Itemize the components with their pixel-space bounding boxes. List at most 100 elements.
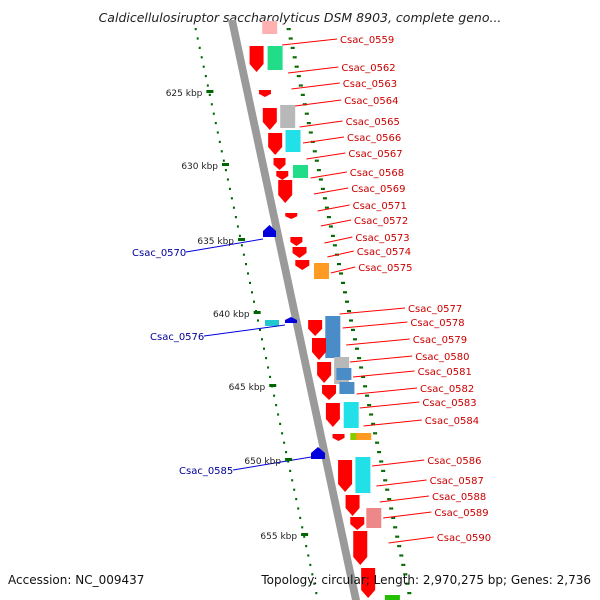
forward-gene-arrow[interactable] bbox=[292, 247, 307, 258]
forward-gene-arrow[interactable] bbox=[338, 460, 353, 492]
forward-gene-label[interactable]: Csac_0569 bbox=[351, 184, 405, 195]
tick-dot bbox=[302, 93, 305, 96]
forward-gene-label[interactable]: Csac_0577 bbox=[408, 304, 462, 315]
forward-gene-arrow[interactable] bbox=[273, 158, 286, 170]
forward-gene-label[interactable]: Csac_0581 bbox=[418, 367, 472, 378]
forward-gene-arrow[interactable] bbox=[268, 133, 283, 155]
reverse-gene-arrow[interactable] bbox=[311, 447, 325, 459]
forward-gene-arrow[interactable] bbox=[290, 237, 303, 246]
forward-gene-arrow[interactable] bbox=[276, 171, 289, 180]
feature-box[interactable] bbox=[325, 316, 341, 358]
reverse-gene-arrow[interactable] bbox=[285, 317, 297, 323]
forward-gene-label[interactable]: Csac_0578 bbox=[410, 318, 464, 329]
forward-gene-label[interactable]: Csac_0579 bbox=[413, 335, 467, 346]
forward-gene-label[interactable]: Csac_0568 bbox=[350, 168, 404, 179]
forward-gene-label[interactable]: Csac_0587 bbox=[430, 476, 484, 487]
feature-box[interactable] bbox=[343, 402, 359, 428]
forward-gene-label[interactable]: Csac_0574 bbox=[357, 247, 411, 258]
feature-box[interactable] bbox=[355, 457, 371, 493]
forward-gene-arrow[interactable] bbox=[350, 517, 365, 530]
forward-gene-arrow[interactable] bbox=[345, 495, 360, 516]
forward-gene-label[interactable]: Csac_0583 bbox=[422, 398, 476, 409]
tick-dot bbox=[399, 545, 402, 548]
forward-gene-label[interactable]: Csac_0567 bbox=[348, 149, 402, 160]
feature-box[interactable] bbox=[339, 382, 355, 394]
tick-dot bbox=[315, 592, 318, 595]
tick-dot bbox=[363, 375, 366, 378]
tick-dot bbox=[291, 479, 294, 482]
forward-gene-label[interactable]: Csac_0584 bbox=[425, 416, 479, 427]
tick-dot bbox=[290, 46, 293, 49]
forward-gene-label[interactable]: Csac_0588 bbox=[432, 492, 486, 503]
label-leader-line bbox=[282, 38, 338, 46]
forward-gene-arrow[interactable] bbox=[317, 362, 332, 383]
feature-box[interactable] bbox=[285, 130, 301, 152]
tick-dot bbox=[393, 516, 396, 519]
tick-dot bbox=[326, 216, 329, 219]
feature-box[interactable] bbox=[356, 433, 372, 440]
tick-dot bbox=[293, 488, 296, 491]
feature-box[interactable] bbox=[384, 595, 400, 600]
accession-text: Accession: NC_009437 bbox=[8, 573, 145, 587]
forward-gene-arrow[interactable] bbox=[322, 385, 337, 400]
feature-box[interactable] bbox=[267, 46, 283, 70]
feature-box[interactable] bbox=[293, 165, 308, 178]
forward-gene-arrow[interactable] bbox=[308, 320, 323, 336]
tick-dot bbox=[385, 488, 388, 491]
forward-gene-label[interactable]: Csac_0572 bbox=[354, 216, 408, 227]
tick-dot bbox=[247, 272, 249, 275]
forward-gene-label[interactable]: Csac_0582 bbox=[420, 384, 474, 395]
tick-dot bbox=[347, 310, 349, 313]
label-leader-line bbox=[291, 82, 340, 90]
forward-gene-arrow[interactable] bbox=[325, 403, 340, 427]
forward-gene-label[interactable]: Csac_0566 bbox=[347, 133, 401, 144]
feature-box[interactable] bbox=[262, 21, 278, 34]
forward-gene-label[interactable]: Csac_0565 bbox=[346, 117, 400, 128]
forward-gene-label[interactable]: Csac_0571 bbox=[353, 201, 407, 212]
tick-dot bbox=[326, 206, 329, 209]
forward-gene-arrow[interactable] bbox=[262, 108, 277, 130]
tick-dot bbox=[310, 131, 313, 134]
forward-gene-label[interactable]: Csac_0573 bbox=[355, 233, 409, 244]
feature-box[interactable] bbox=[314, 263, 329, 279]
forward-gene-arrow[interactable] bbox=[361, 568, 376, 598]
feature-box[interactable] bbox=[265, 320, 279, 326]
forward-gene-arrow[interactable] bbox=[311, 338, 326, 360]
feature-box[interactable] bbox=[366, 508, 382, 528]
forward-gene-label[interactable]: Csac_0564 bbox=[344, 96, 398, 107]
label-leader-line bbox=[295, 99, 342, 107]
feature-box[interactable] bbox=[336, 368, 352, 380]
forward-gene-arrow[interactable] bbox=[278, 180, 293, 203]
forward-gene-arrow[interactable] bbox=[353, 531, 368, 565]
forward-gene-label[interactable]: Csac_0559 bbox=[340, 35, 394, 46]
tick-dot bbox=[320, 178, 323, 181]
reverse-gene-arrow[interactable] bbox=[263, 225, 276, 237]
forward-gene-arrow[interactable] bbox=[258, 90, 271, 97]
reverse-gene-label[interactable]: Csac_0570 bbox=[132, 248, 186, 259]
tick-dot bbox=[381, 460, 384, 463]
forward-gene-label[interactable]: Csac_0562 bbox=[341, 63, 395, 74]
reverse-gene-label[interactable]: Csac_0585 bbox=[179, 466, 233, 477]
tick-dot bbox=[322, 187, 325, 190]
forward-gene-label[interactable]: Csac_0580 bbox=[415, 352, 469, 363]
tick-dot bbox=[269, 375, 272, 378]
reverse-gene-label[interactable]: Csac_0576 bbox=[150, 332, 204, 343]
forward-gene-label[interactable]: Csac_0589 bbox=[434, 508, 488, 519]
forward-gene-arrow[interactable] bbox=[249, 46, 264, 72]
forward-gene-label[interactable]: Csac_0590 bbox=[437, 533, 491, 544]
forward-gene-arrow[interactable] bbox=[295, 260, 310, 270]
tick-dot bbox=[379, 460, 382, 463]
forward-gene-label[interactable]: Csac_0575 bbox=[358, 263, 412, 274]
tick-dot bbox=[349, 319, 351, 322]
feature-box[interactable] bbox=[280, 105, 296, 128]
feature-track bbox=[262, 21, 400, 600]
forward-gene-label[interactable]: Csac_0563 bbox=[343, 79, 397, 90]
tick-dot bbox=[349, 310, 351, 313]
tick-dot bbox=[332, 244, 335, 247]
forward-gene-arrow[interactable] bbox=[332, 434, 345, 441]
forward-gene-arrow[interactable] bbox=[285, 213, 298, 219]
tick-dot bbox=[339, 272, 341, 275]
forward-gene-label[interactable]: Csac_0586 bbox=[427, 456, 481, 467]
